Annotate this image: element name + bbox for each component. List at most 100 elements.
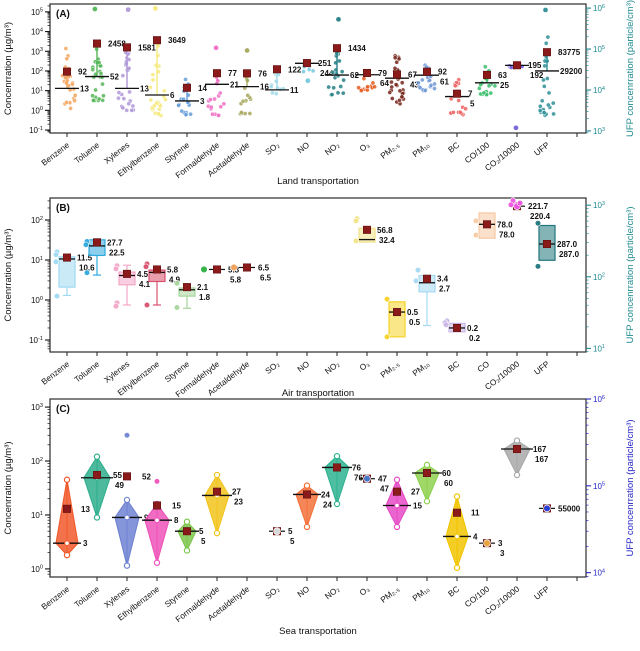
svg-text:NO₂: NO₂ [323,140,342,158]
svg-text:Sea transportation: Sea transportation [279,626,357,637]
svg-text:104: 104 [31,27,43,36]
svg-text:UFP concenrration (particle/cm: UFP concenrration (particle/cm³) [625,0,636,137]
svg-text:Benzene: Benzene [39,139,71,167]
svg-text:100: 100 [31,106,43,115]
svg-text:SO₂: SO₂ [263,359,281,376]
svg-text:3: 3 [83,539,88,548]
item-styrene: 143 [175,77,207,118]
svg-text:103: 103 [31,47,43,56]
svg-text:60: 60 [444,479,453,488]
svg-text:49: 49 [115,481,124,490]
svg-text:UFP: UFP [532,139,552,157]
svg-text:SO₂: SO₂ [263,140,281,157]
svg-text:13: 13 [81,505,90,514]
svg-text:5.8: 5.8 [167,265,179,274]
svg-text:5: 5 [290,537,295,546]
item-benzene: 13 3 [53,476,90,559]
svg-text:25: 25 [500,81,509,90]
svg-text:287.0: 287.0 [559,250,580,259]
svg-text:100: 100 [31,296,43,305]
item-styrene: 2.11.8 [173,280,211,311]
svg-text:105: 105 [31,8,43,17]
svg-text:PM₁₀: PM₁₀ [410,140,431,159]
svg-text:92: 92 [438,68,447,77]
svg-text:O₃: O₃ [357,140,371,154]
svg-text:76: 76 [354,473,363,482]
svg-text:5: 5 [199,527,204,536]
svg-text:105: 105 [593,482,605,491]
item-ethylbenzene: 5.84.9 [142,260,181,309]
svg-text:Toluene: Toluene [72,583,101,609]
svg-text:61: 61 [440,78,449,87]
svg-text:195: 195 [528,61,542,70]
svg-text:23: 23 [234,498,243,507]
svg-text:NO₂: NO₂ [323,359,342,377]
svg-text:UFP concenrration (particle/cm: UFP concenrration (particle/cm³) [625,419,636,556]
svg-text:287.0: 287.0 [557,240,578,249]
svg-text:47: 47 [378,475,387,484]
svg-text:3: 3 [200,97,205,106]
svg-text:UFP: UFP [532,583,552,601]
item-xylenes: 529 [112,432,151,569]
svg-text:PM₁₀: PM₁₀ [410,584,431,603]
svg-text:101: 101 [31,86,43,95]
svg-text:103: 103 [593,201,605,210]
item-bc: 11 4 [443,493,480,571]
plot-frame [49,3,587,134]
svg-text:13: 13 [80,84,89,93]
svg-text:O₃: O₃ [357,359,371,373]
svg-text:5.8: 5.8 [230,275,242,284]
svg-text:14: 14 [198,84,207,93]
svg-text:47: 47 [380,485,389,494]
svg-text:2.7: 2.7 [439,285,451,294]
item-ufp: 55000 [539,504,581,513]
svg-text:102: 102 [31,457,43,466]
svg-text:32.4: 32.4 [379,236,395,245]
svg-text:NO₂: NO₂ [323,584,342,602]
svg-text:PM₂.₅: PM₂.₅ [378,359,401,380]
svg-text:24: 24 [323,500,332,509]
svg-text:4: 4 [473,532,478,541]
svg-text:3: 3 [500,549,505,558]
svg-text:52: 52 [110,73,119,82]
item-benzene: 92 13 [55,46,89,111]
svg-text:UFP: UFP [532,358,552,376]
item-bc: 0.20.2 [441,317,481,343]
svg-text:13: 13 [140,84,149,93]
svg-text:106: 106 [593,4,605,13]
svg-text:6.5: 6.5 [258,263,270,272]
svg-text:55000: 55000 [558,504,581,513]
svg-text:8: 8 [174,516,179,525]
item-so: 122 11 [265,65,302,96]
item-o: 56.832.4 [352,215,395,245]
svg-text:0.2: 0.2 [469,334,481,343]
svg-text:244: 244 [320,69,334,78]
svg-text:15: 15 [413,501,422,510]
svg-text:4.1: 4.1 [139,280,151,289]
svg-text:55: 55 [113,471,122,480]
svg-text:Benzene: Benzene [39,358,71,386]
svg-text:5: 5 [201,537,206,546]
item-acetaldehyde: 6.56.5 [230,263,272,282]
svg-text:10-1: 10-1 [29,126,43,135]
svg-text:PM₂.₅: PM₂.₅ [378,584,401,605]
svg-text:101: 101 [31,511,43,520]
svg-text:27: 27 [232,488,241,497]
item-toluene: 27.722.5 [82,238,125,276]
svg-text:16: 16 [260,83,269,92]
svg-text:221.7: 221.7 [528,202,549,211]
svg-text:5: 5 [288,527,293,536]
svg-text:29200: 29200 [560,67,583,76]
svg-text:BC: BC [446,584,461,599]
svg-text:2.1: 2.1 [197,283,209,292]
svg-text:167: 167 [533,445,547,454]
svg-text:167: 167 [535,455,549,464]
svg-text:192: 192 [530,71,544,80]
svg-text:83775: 83775 [558,48,581,57]
